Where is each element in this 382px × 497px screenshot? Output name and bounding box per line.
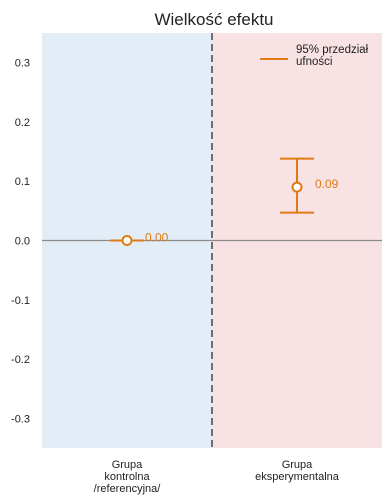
y-tick-label: -0.3 [11,413,30,425]
x-category-label-0: Grupa kontrolna/referencyjna/ [94,459,162,495]
data-label-1: 0.09 [315,177,339,191]
y-tick-label: -0.2 [11,354,30,366]
chart-title: Wielkość efektu [154,10,273,29]
y-tick-label: 0.3 [15,58,30,70]
y-tick-label: 0.0 [15,236,30,248]
x-category-label-1: Grupa eksperymentalna [255,459,340,483]
y-axis-ticks: -0.3 -0.2 -0.1 0.0 0.1 0.2 0.3 [11,58,30,426]
y-tick-label: -0.1 [11,295,30,307]
data-point-0 [121,235,133,246]
y-tick-label: 0.2 [15,117,30,129]
legend: 95% przedział ufności [260,44,369,68]
data-marks: 0.00 0.09 [110,157,339,246]
y-tick-label: 0.1 [15,176,30,188]
legend-label: 95% przedział ufności [296,44,369,68]
x-axis-category-labels: Grupa kontrolna/referencyjna/Grupa ekspery… [94,459,340,495]
data-point-1 [291,181,303,193]
data-label-0: 0.00 [145,231,169,245]
reference-lines [42,33,382,448]
